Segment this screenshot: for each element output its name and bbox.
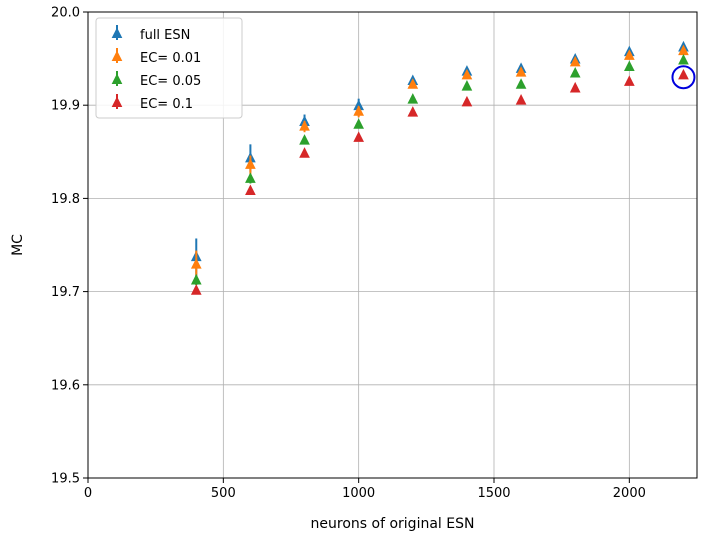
data-point — [624, 60, 635, 72]
x-axis: 0 500 1000 1500 2000 — [84, 478, 646, 501]
data-point — [299, 134, 310, 145]
y-tick-label: 19.9 — [51, 99, 80, 114]
data-point — [353, 131, 364, 142]
data-point — [190, 284, 202, 295]
x-tick-label: 1500 — [477, 486, 510, 501]
legend-marker — [111, 96, 123, 108]
data-point — [245, 172, 256, 183]
data-point — [624, 75, 635, 86]
x-tick-label: 2000 — [613, 486, 646, 501]
data-point — [407, 106, 419, 117]
data-point — [407, 93, 419, 104]
y-axis-label: MC — [10, 234, 26, 256]
data-point — [190, 273, 202, 285]
legend-marker — [111, 73, 123, 85]
series-3 — [190, 68, 689, 295]
data-point — [569, 81, 581, 93]
data-point — [461, 95, 473, 107]
highlight-circle — [671, 65, 696, 90]
data-point — [678, 53, 689, 65]
legend-label: EC= 0.05 — [140, 74, 201, 89]
data-point — [678, 44, 689, 56]
data-point — [299, 120, 310, 131]
series-1 — [190, 44, 689, 279]
legend-marker — [111, 27, 123, 39]
data-point — [569, 67, 581, 78]
data-point — [515, 78, 527, 89]
data-point — [461, 80, 473, 91]
series-group — [190, 40, 689, 295]
legend: full ESN EC= 0.01 EC= 0.05 EC= 0.1 — [95, 17, 243, 119]
data-point — [407, 78, 419, 89]
annotations — [671, 65, 696, 90]
data-point — [569, 55, 581, 67]
legend-marker — [111, 50, 123, 62]
x-tick-label: 500 — [211, 486, 236, 501]
data-point — [515, 94, 527, 105]
y-tick-label: 19.5 — [51, 472, 80, 487]
data-point — [299, 147, 310, 158]
series-2 — [190, 53, 689, 286]
x-axis-label: neurons of original ESN — [311, 516, 475, 532]
data-point — [515, 66, 527, 77]
y-tick-label: 20.0 — [51, 6, 80, 21]
data-point — [353, 105, 364, 116]
plot-frame — [87, 11, 698, 479]
x-tick-label: 0 — [84, 486, 92, 501]
x-tick-label: 1000 — [342, 486, 375, 501]
legend-label: EC= 0.1 — [140, 97, 193, 112]
legend-box — [95, 17, 243, 119]
data-point — [353, 118, 364, 129]
legend-label: full ESN — [140, 28, 190, 43]
y-axis: 19.5 19.6 19.7 19.8 19.9 20.0 — [51, 6, 88, 487]
y-tick-label: 19.8 — [51, 192, 80, 207]
legend-label: EC= 0.01 — [140, 51, 201, 66]
series-0 — [190, 40, 689, 276]
data-point — [353, 99, 364, 111]
data-point — [461, 68, 473, 80]
data-point — [245, 158, 256, 169]
y-tick-label: 19.7 — [51, 285, 80, 300]
y-tick-label: 19.6 — [51, 378, 80, 393]
data-point — [624, 49, 635, 60]
data-point — [678, 68, 689, 80]
data-point — [245, 184, 256, 195]
data-point — [190, 258, 202, 269]
